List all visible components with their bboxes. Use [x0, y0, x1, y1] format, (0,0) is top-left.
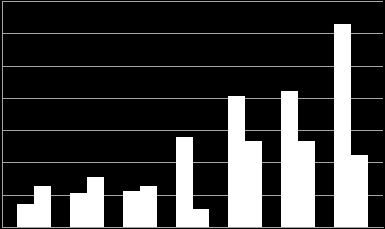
Bar [176, 137, 192, 227]
Bar [123, 191, 140, 227]
Bar [245, 142, 262, 227]
Bar [298, 142, 315, 227]
Bar [228, 96, 245, 227]
Bar [140, 186, 157, 227]
Bar [87, 177, 104, 227]
Bar [70, 193, 87, 227]
Bar [34, 186, 51, 227]
Bar [334, 25, 351, 227]
Bar [351, 155, 368, 227]
Bar [281, 92, 298, 227]
Bar [192, 209, 209, 227]
Bar [17, 204, 34, 227]
